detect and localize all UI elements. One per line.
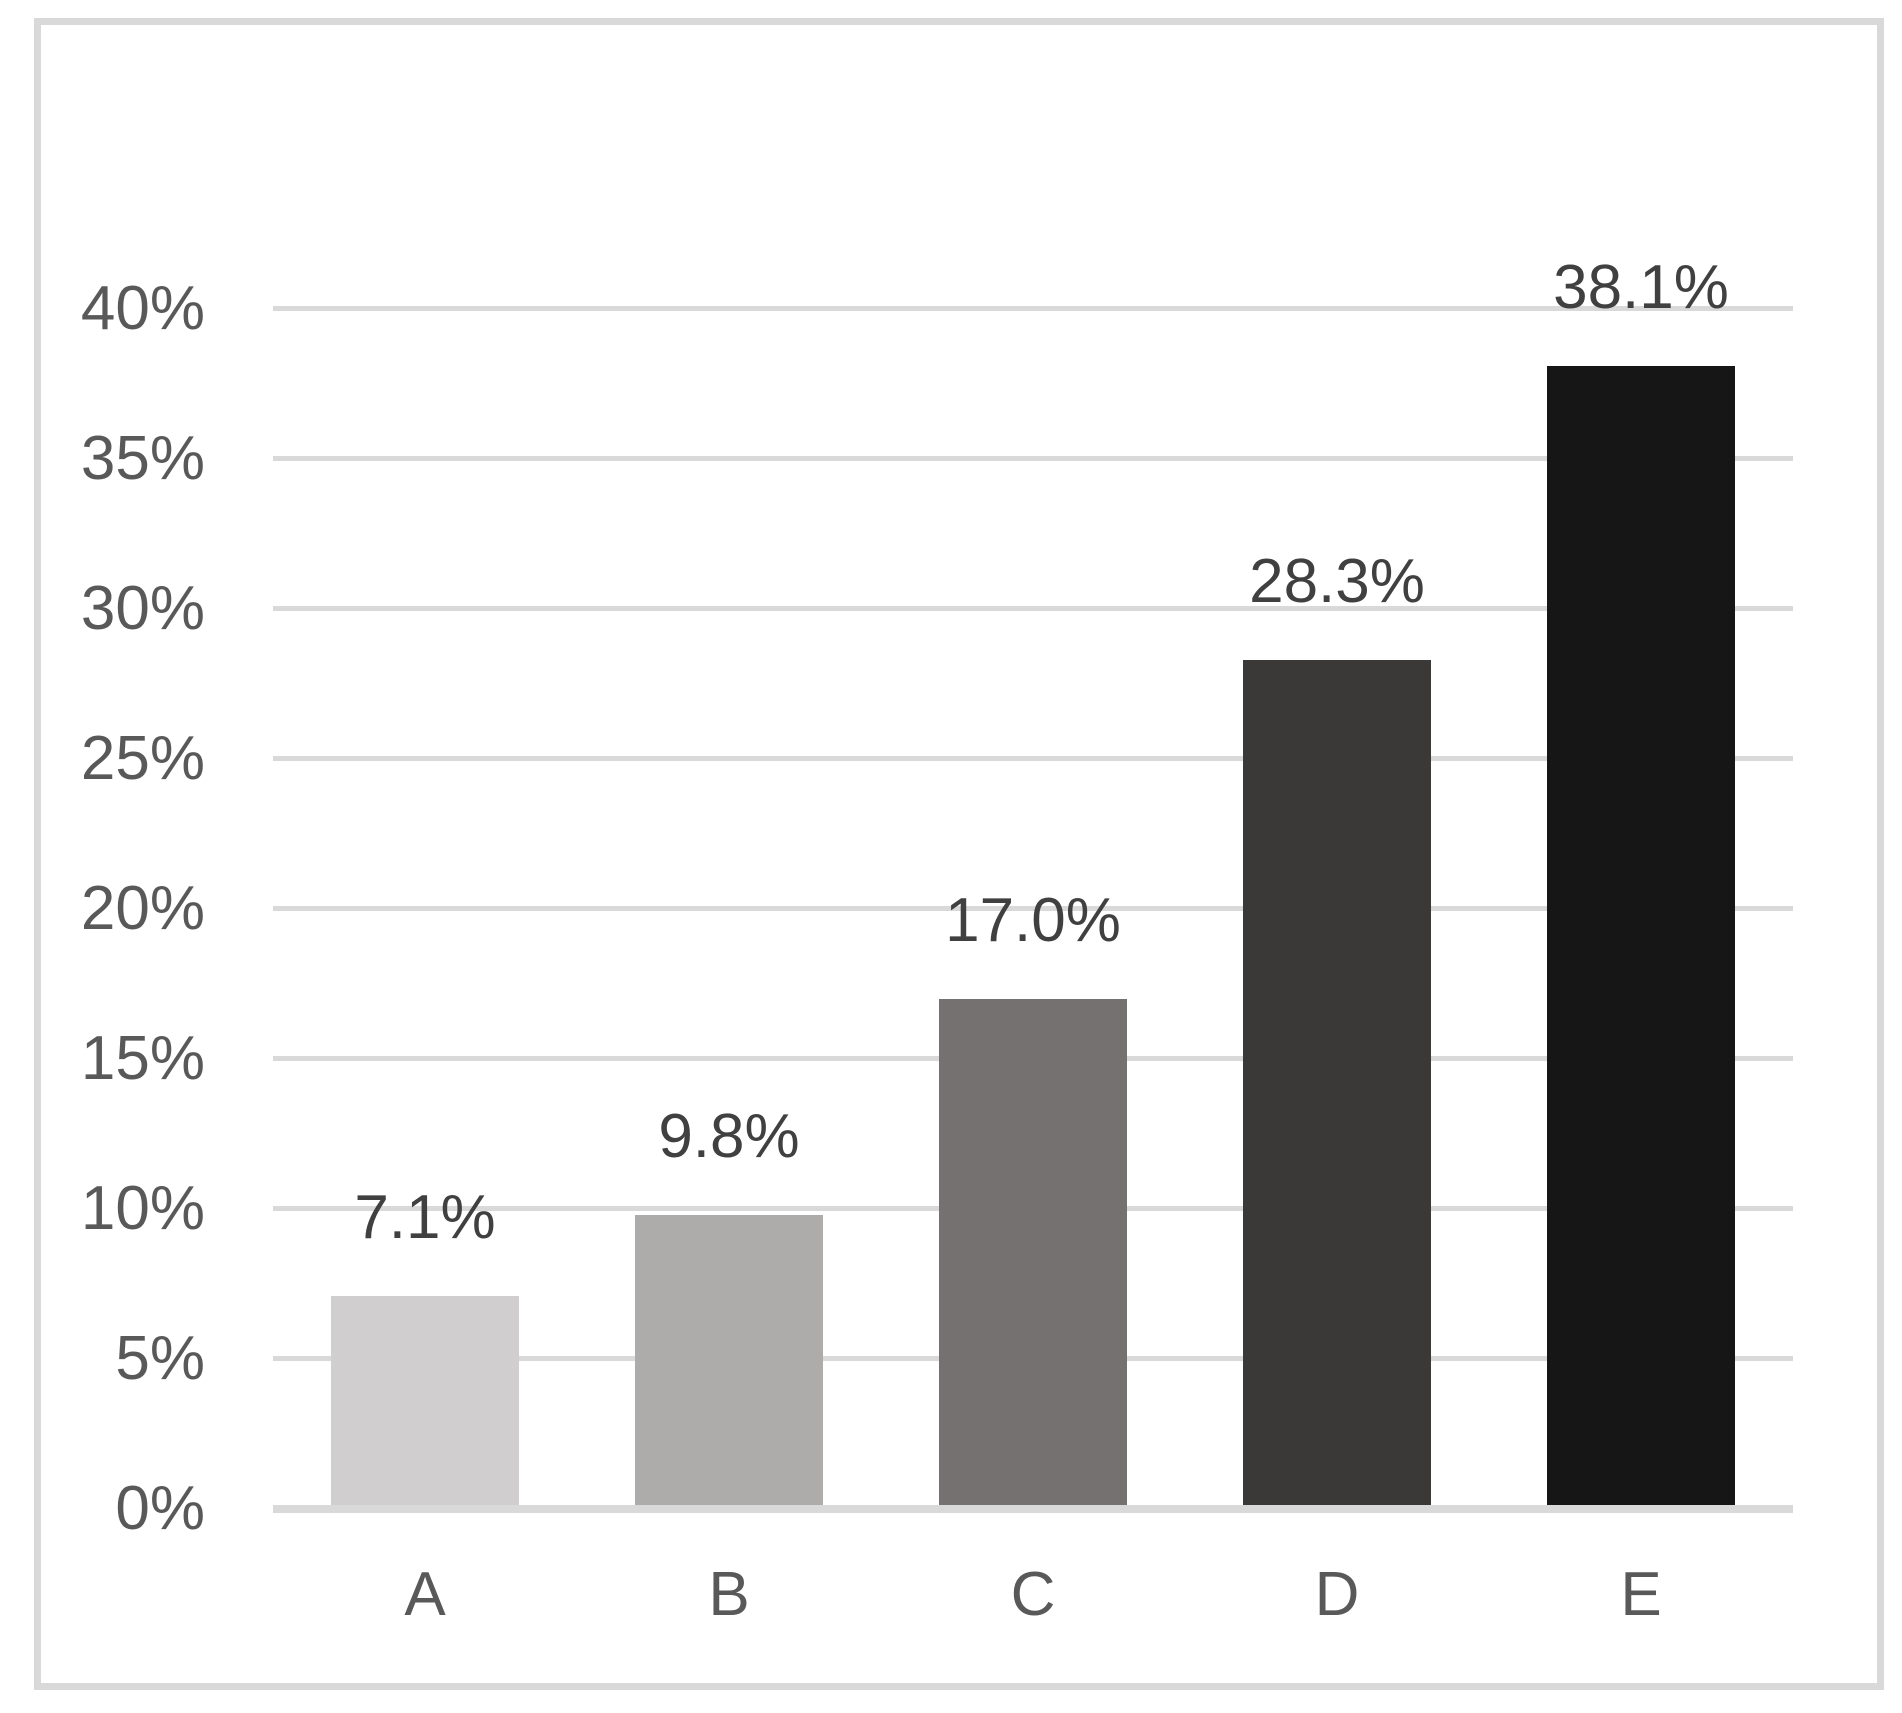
gridline bbox=[273, 306, 1793, 311]
x-category-label: E bbox=[1620, 1560, 1662, 1629]
y-tick-label: 40% bbox=[80, 274, 205, 343]
bar-value-label: 17.0% bbox=[945, 886, 1121, 955]
y-tick-label: 25% bbox=[80, 724, 205, 793]
y-tick-label: 10% bbox=[80, 1174, 205, 1243]
bar-b bbox=[635, 1215, 823, 1509]
y-tick-label: 5% bbox=[115, 1324, 205, 1393]
bar-value-label: 28.3% bbox=[1249, 547, 1425, 616]
bar-a bbox=[331, 1296, 519, 1509]
y-tick-label: 0% bbox=[115, 1474, 205, 1543]
y-tick-label: 15% bbox=[80, 1024, 205, 1093]
x-category-label: C bbox=[1010, 1560, 1056, 1629]
bar-value-label: 9.8% bbox=[658, 1102, 800, 1171]
x-category-label: D bbox=[1314, 1560, 1360, 1629]
bar-c bbox=[939, 999, 1127, 1509]
y-tick-label: 30% bbox=[80, 574, 205, 643]
gridline bbox=[273, 756, 1793, 761]
y-tick-label: 20% bbox=[80, 874, 205, 943]
x-category-label: B bbox=[708, 1560, 750, 1629]
y-tick-label: 35% bbox=[80, 424, 205, 493]
gridline bbox=[273, 606, 1793, 611]
x-category-label: A bbox=[404, 1560, 446, 1629]
chart-frame: 0% 5% 10% 15% 20% 25% 30% 35% 40% A B C D E 7.1% 9.8%… bbox=[34, 18, 1884, 1690]
gridline bbox=[273, 906, 1793, 911]
bar-value-label: 38.1% bbox=[1553, 253, 1729, 322]
bar-e bbox=[1547, 366, 1735, 1509]
gridline bbox=[273, 456, 1793, 461]
bar-d bbox=[1243, 660, 1431, 1509]
x-axis-line bbox=[273, 1505, 1793, 1513]
bar-value-label: 7.1% bbox=[354, 1183, 496, 1252]
